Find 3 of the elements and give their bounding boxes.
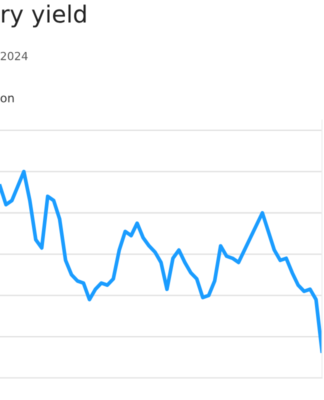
text: on (0, 96, 14, 102)
chart-title: ry yield (2, 4, 86, 28)
chart-subtitle: 2024 (0, 52, 28, 60)
